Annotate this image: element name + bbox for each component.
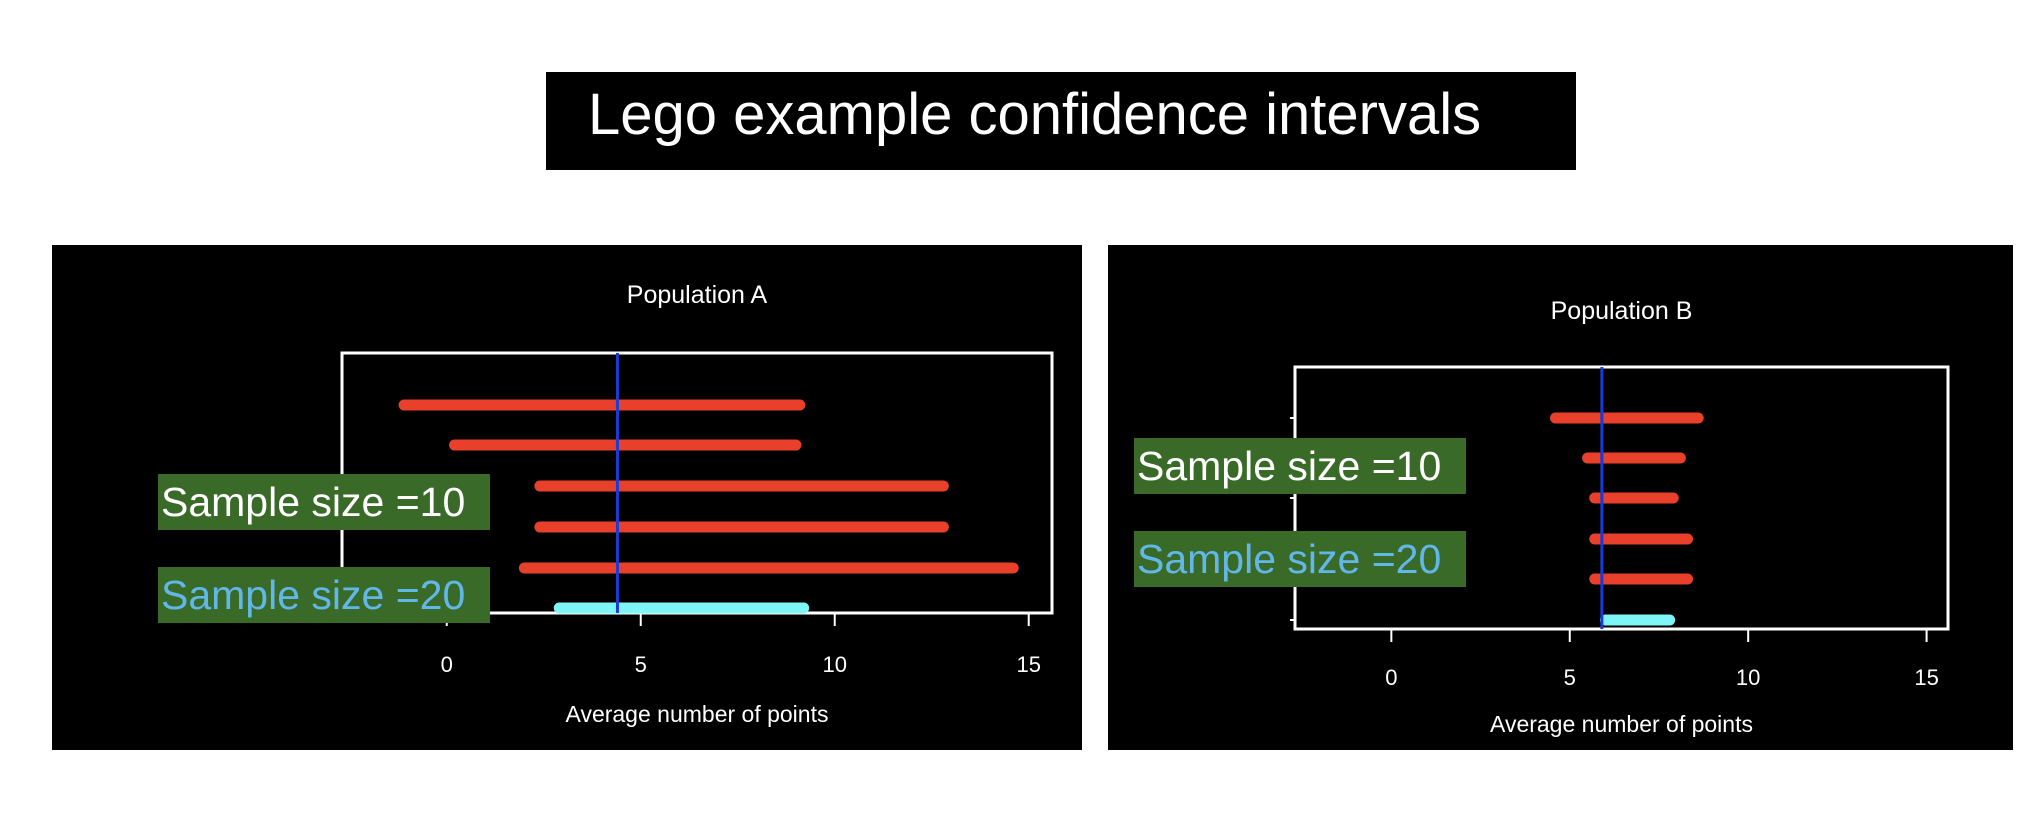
chart-population-b: Population B 0 5 10 15 Average number of poin…: [1290, 297, 1950, 737]
x-tick-label: 15: [1914, 665, 1938, 690]
x-tick-label: 0: [1385, 665, 1397, 690]
chart-panel-population-a: Population A 0 5 10 15 Average number of poin…: [52, 245, 1082, 750]
callout-sample-size-20: Sample size =20: [1134, 531, 1466, 587]
callout-sample-size-20: Sample size =20: [158, 567, 490, 623]
x-tick-label: 0: [441, 652, 453, 677]
chart-panel-population-b: Population B 0 5 10 15 Average number of poin…: [1108, 245, 2013, 750]
x-axis-label: Average number of points: [1490, 711, 1753, 737]
x-tick-label: 5: [635, 652, 647, 677]
callout-sample-size-10: Sample size =10: [1134, 438, 1466, 494]
title-banner: Lego example confidence intervals: [546, 72, 1576, 170]
chart-title: Population B: [1551, 297, 1693, 325]
chart-title: Population A: [627, 281, 768, 309]
x-tick-label: 5: [1564, 665, 1576, 690]
page-title: Lego example confidence intervals: [588, 82, 1482, 147]
x-tick-label: 10: [1736, 665, 1760, 690]
callout-sample-size-10: Sample size =10: [158, 474, 490, 530]
x-tick-label: 10: [822, 652, 846, 677]
chart-population-a: Population A 0 5 10 15 Average number of poin…: [340, 281, 1054, 727]
x-tick-label: 15: [1016, 652, 1040, 677]
x-axis-label: Average number of points: [566, 701, 829, 727]
